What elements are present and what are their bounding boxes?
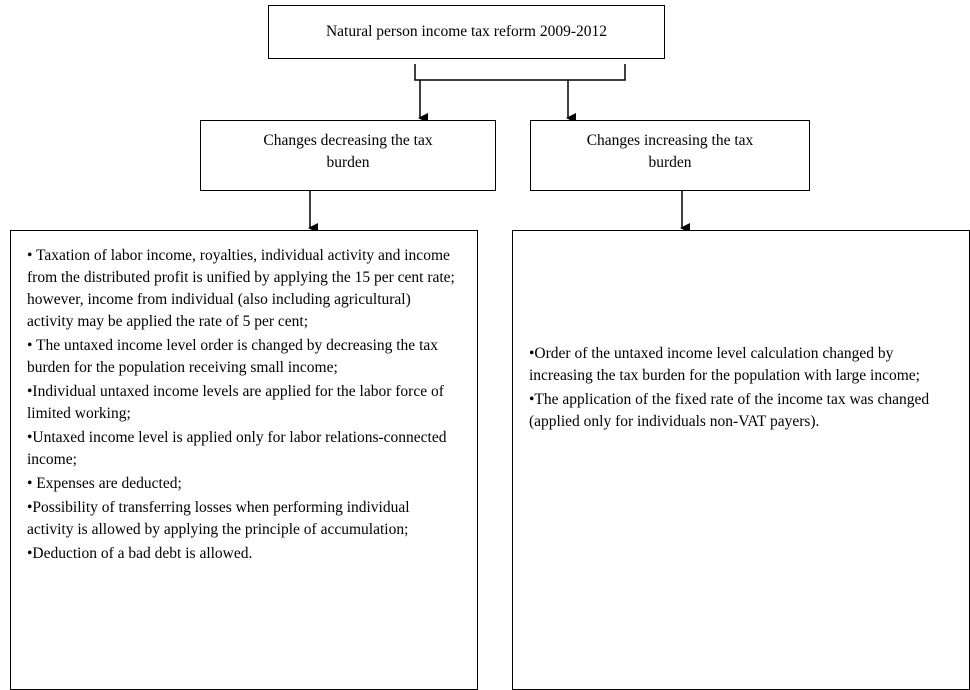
list-item: •The application of the fixed rate of th…: [529, 391, 930, 430]
branch-node: Changes decreasing the tax burden: [200, 120, 496, 191]
item-list: •Order of the untaxed income level calcu…: [512, 230, 970, 690]
list-item: •Deduction of a bad debt is allowed.: [27, 545, 253, 562]
list-item: •Individual untaxed income levels are ap…: [27, 383, 444, 422]
root-node: Natural person income tax reform 2009-20…: [268, 5, 665, 59]
list-item: • The untaxed income level order is chan…: [27, 337, 438, 376]
connectors: [308, 64, 690, 233]
root-title: Natural person income tax reform 2009-20…: [325, 23, 608, 40]
branch-label: Changes increasing the tax burden: [586, 132, 754, 171]
list-item: •Possibility of transferring losses when…: [27, 499, 410, 538]
bracket: [414, 64, 626, 81]
branch-node: Changes increasing the tax burden: [530, 120, 810, 191]
list-item: •Untaxed income level is applied only fo…: [27, 429, 447, 468]
list-item: •Order of the untaxed income level calcu…: [529, 345, 920, 384]
list-item: • Expenses are deducted;: [27, 475, 182, 492]
item-list: • Taxation of labor income, royalties, i…: [10, 230, 478, 690]
list-item: • Taxation of labor income, royalties, i…: [27, 247, 455, 330]
page: Natural person income tax reform 2009-20…: [10, 5, 970, 690]
branch-label: Changes decreasing the tax burden: [263, 132, 433, 171]
